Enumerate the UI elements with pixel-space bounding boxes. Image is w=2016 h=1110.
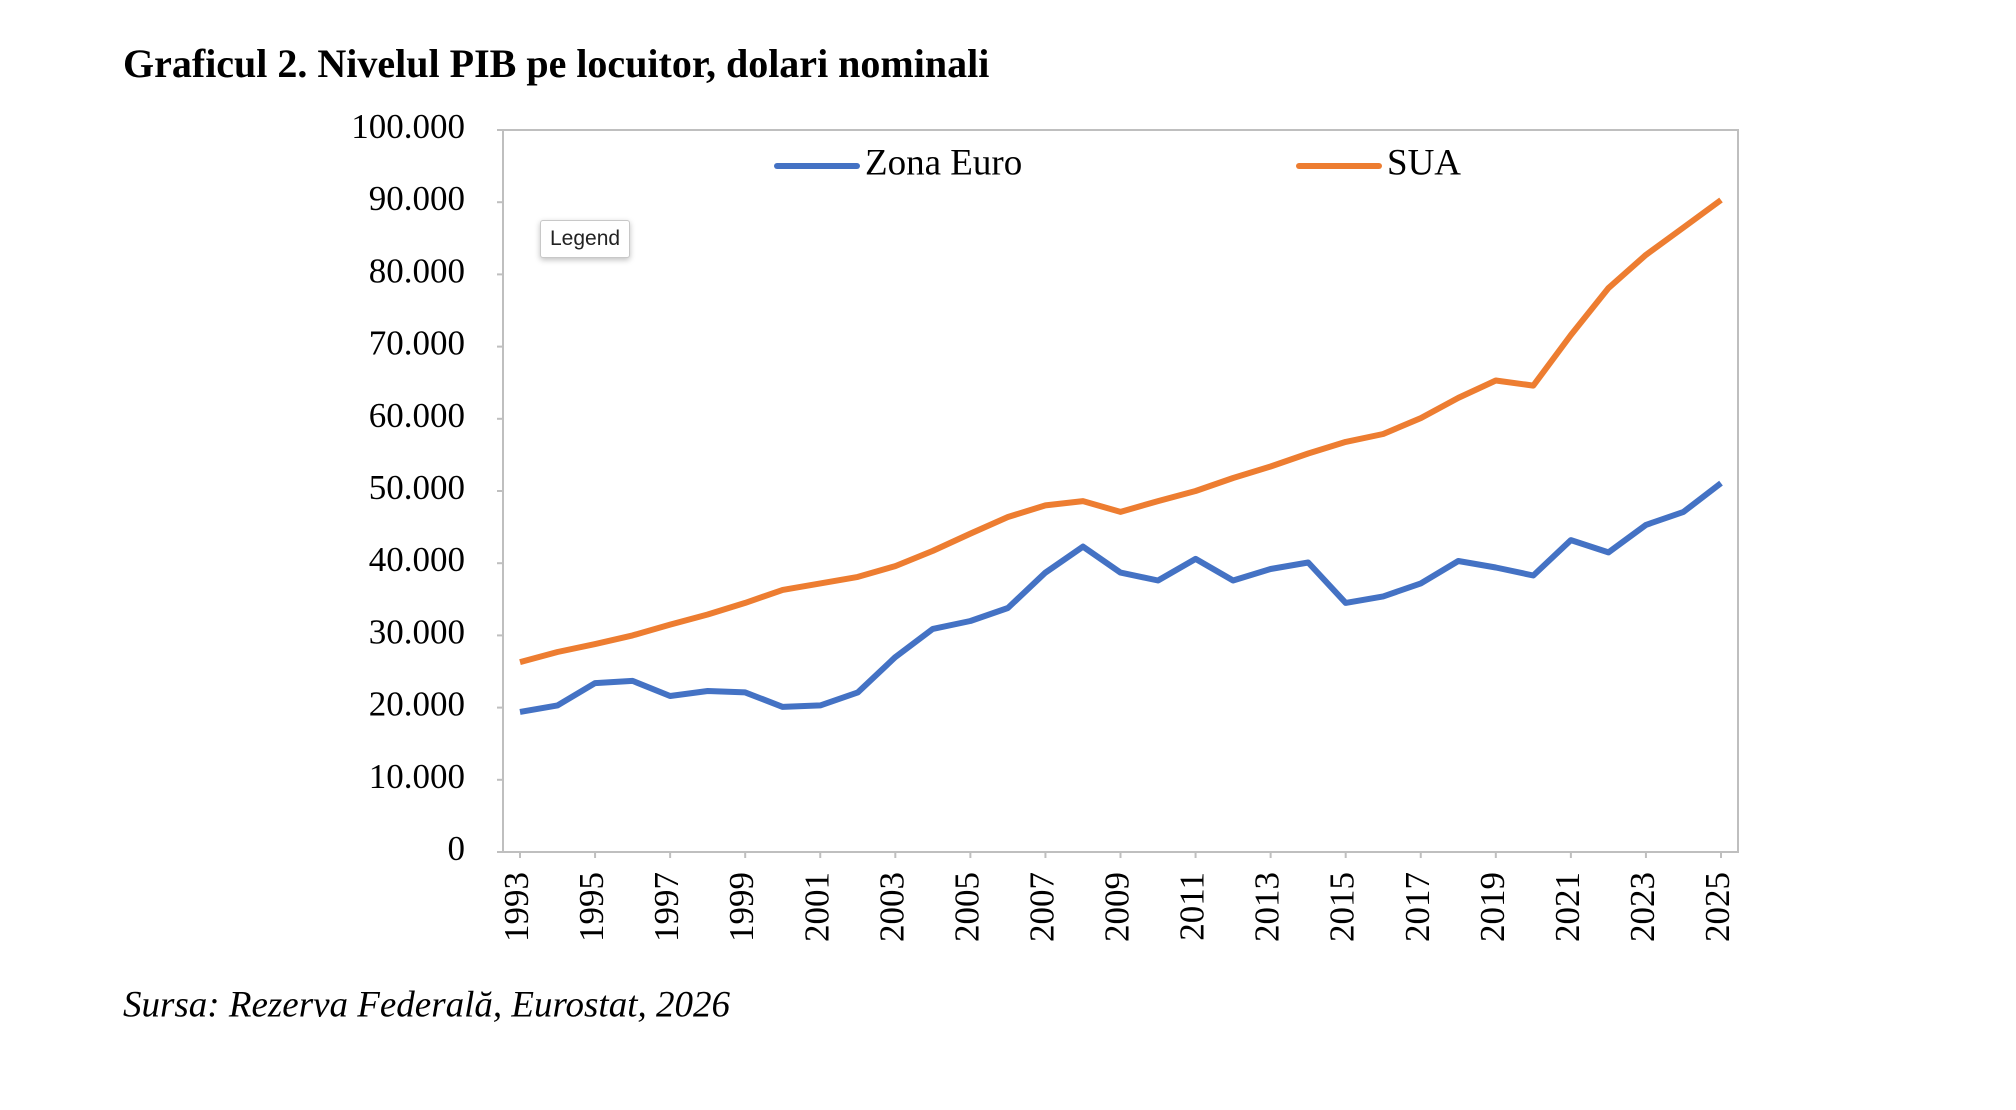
x-tick-label: 1999	[722, 872, 761, 942]
x-tick-label: 2013	[1248, 872, 1287, 942]
y-tick-label: 80.000	[369, 251, 465, 290]
x-tick-label: 1993	[497, 872, 536, 942]
y-tick-label: 60.000	[369, 396, 465, 435]
x-tick-label: 2019	[1473, 872, 1512, 942]
x-tick-label: 2011	[1173, 872, 1212, 941]
x-tick-label: 2015	[1323, 872, 1362, 942]
x-tick-label: 2009	[1098, 872, 1137, 942]
source-note: Sursa: Rezerva Federală, Eurostat, 2026	[123, 984, 730, 1025]
x-tick-label: 2005	[947, 872, 986, 942]
x-tick-label: 2007	[1022, 872, 1061, 942]
y-tick-label: 100.000	[351, 107, 465, 146]
series-line	[519, 197, 1723, 665]
legend-label: SUA	[1387, 142, 1461, 183]
y-tick-label: 70.000	[369, 324, 465, 363]
x-tick-label: 2017	[1398, 872, 1437, 942]
x-tick-label: 1997	[647, 872, 686, 942]
legend-label: Zona Euro	[865, 142, 1022, 183]
x-tick-label: 2001	[797, 872, 836, 942]
y-tick-label: 20.000	[369, 685, 465, 724]
y-tick-label: 50.000	[369, 468, 465, 507]
x-tick-label: 2025	[1698, 872, 1737, 942]
y-tick-label: 30.000	[369, 612, 465, 651]
x-tick-label: 2021	[1548, 872, 1587, 942]
x-tick-label: 2023	[1623, 872, 1662, 942]
y-tick-label: 40.000	[369, 540, 465, 579]
y-tick-label: 0	[448, 829, 466, 868]
series-line	[519, 480, 1723, 715]
x-tick-label: 1995	[572, 872, 611, 942]
x-tick-label: 2003	[872, 872, 911, 942]
chart-title: Graficul 2. Nivelul PIB pe locuitor, dol…	[123, 41, 989, 86]
plot-area	[502, 129, 1739, 853]
y-tick-label: 10.000	[369, 757, 465, 796]
y-tick-label: 90.000	[369, 179, 465, 218]
legend-tooltip: Legend	[540, 220, 631, 258]
